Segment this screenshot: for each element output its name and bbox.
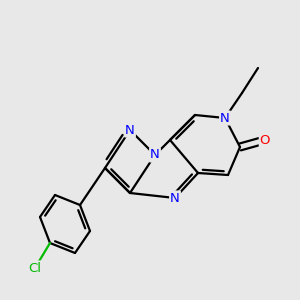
Text: N: N xyxy=(150,148,160,161)
Text: N: N xyxy=(220,112,230,124)
Text: N: N xyxy=(170,191,180,205)
Text: Cl: Cl xyxy=(28,262,41,275)
Text: O: O xyxy=(260,134,270,146)
Text: N: N xyxy=(125,124,135,136)
